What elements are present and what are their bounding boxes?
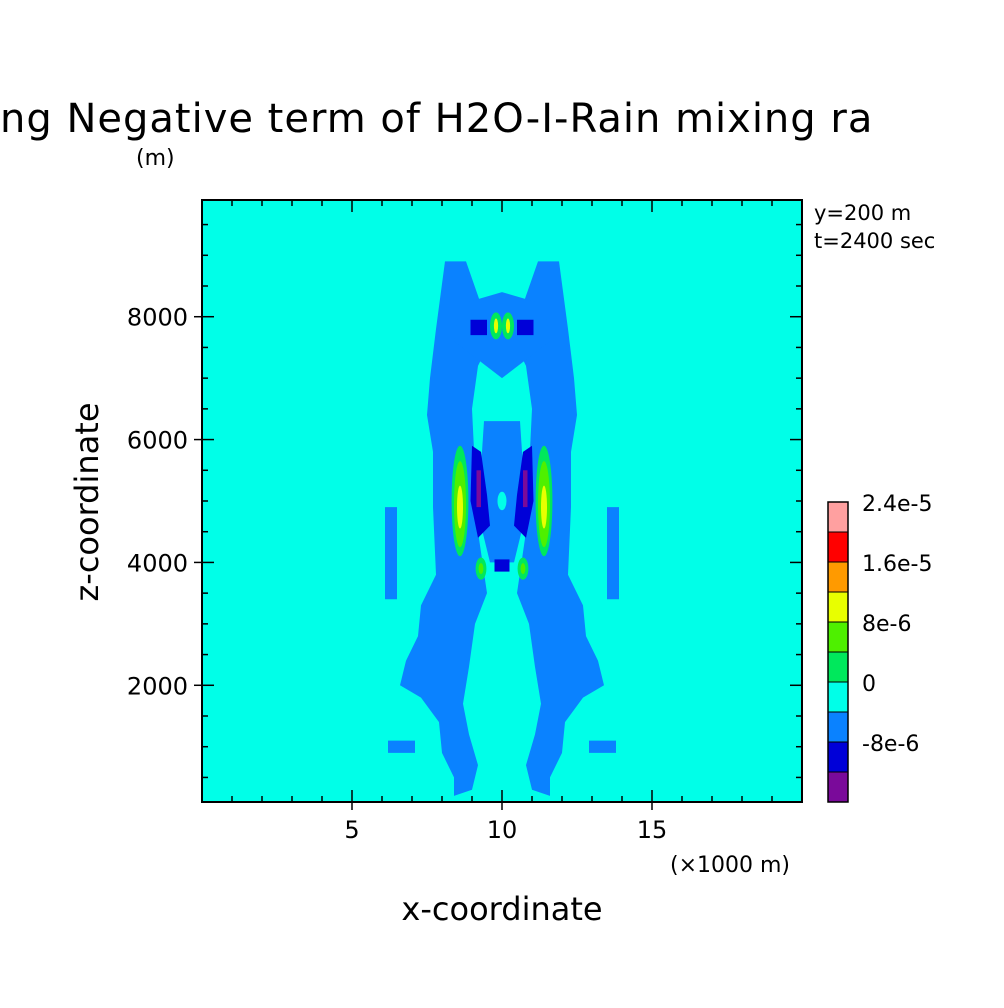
units-label: (m) [136,146,175,171]
x-tick-label: 5 [344,816,359,844]
x-tick-label: 10 [487,816,518,844]
x-unit-label: (×1000 m) [670,853,790,878]
center-inner [478,421,526,563]
right-flank [607,507,619,600]
colorbar-swatch [827,651,849,683]
left-low-streak [388,740,415,753]
colorbar-frame [827,501,849,803]
colorbar-swatch [827,531,849,563]
left-core-min [476,470,481,508]
info-line-y: y=200 m [814,201,911,225]
x-axis-label: x-coordinate [401,890,602,928]
colorbar-swatch [827,501,849,533]
y-tick-label: 8000 [127,304,188,332]
center-dot [497,491,507,511]
colorbar-label: -8e-6 [862,732,919,757]
bottom-pos-right-core [520,563,526,575]
colorbar-swatch [827,621,849,653]
colorbar-swatch [827,591,849,623]
left-outer-plume [400,261,487,796]
colorbar-swatch [827,561,849,593]
right-pos-core [541,485,547,529]
y-tick-label: 4000 [127,549,188,577]
right-outer-plume [517,261,604,796]
colorbar-label: 2.4e-5 [862,492,932,517]
chart-title: ng Negative term of H2O-I-Rain mixing ra [0,96,873,142]
plot-area [201,199,803,803]
info-line-t: t=2400 sec [814,229,935,253]
right-core-min [523,470,528,508]
top-neg-right [517,319,534,336]
x-axis-ticks: 5 10 15 [344,802,667,844]
top-neg-left [470,319,487,336]
colorbar: -8e-6 0 8e-6 1.6e-5 2.4e-5 [827,492,932,803]
y-tick-label: 6000 [127,427,188,455]
top-pos-right-core [505,318,511,334]
bottom-pos-left-core [478,563,484,575]
left-pos-core [457,485,463,529]
colorbar-label: 1.6e-5 [862,552,932,577]
colorbar-label: 8e-6 [862,612,911,637]
colorbar-label: 0 [862,672,876,697]
y-axis-label: z-coordinate [68,402,106,601]
colorbar-swatch [827,711,849,743]
left-flank [385,507,397,600]
top-pos-left-core [493,318,499,334]
bottom-neg [494,559,510,572]
right-low-streak [589,740,616,753]
colorbar-swatch [827,771,849,803]
contour-fields [385,261,619,796]
colorbar-swatch [827,681,849,713]
colorbar-swatch [827,741,849,773]
top-cap [454,292,550,379]
y-axis-ticks: 2000 4000 6000 8000 [127,304,202,700]
x-tick-label: 15 [637,816,668,844]
y-tick-label: 2000 [127,672,188,700]
